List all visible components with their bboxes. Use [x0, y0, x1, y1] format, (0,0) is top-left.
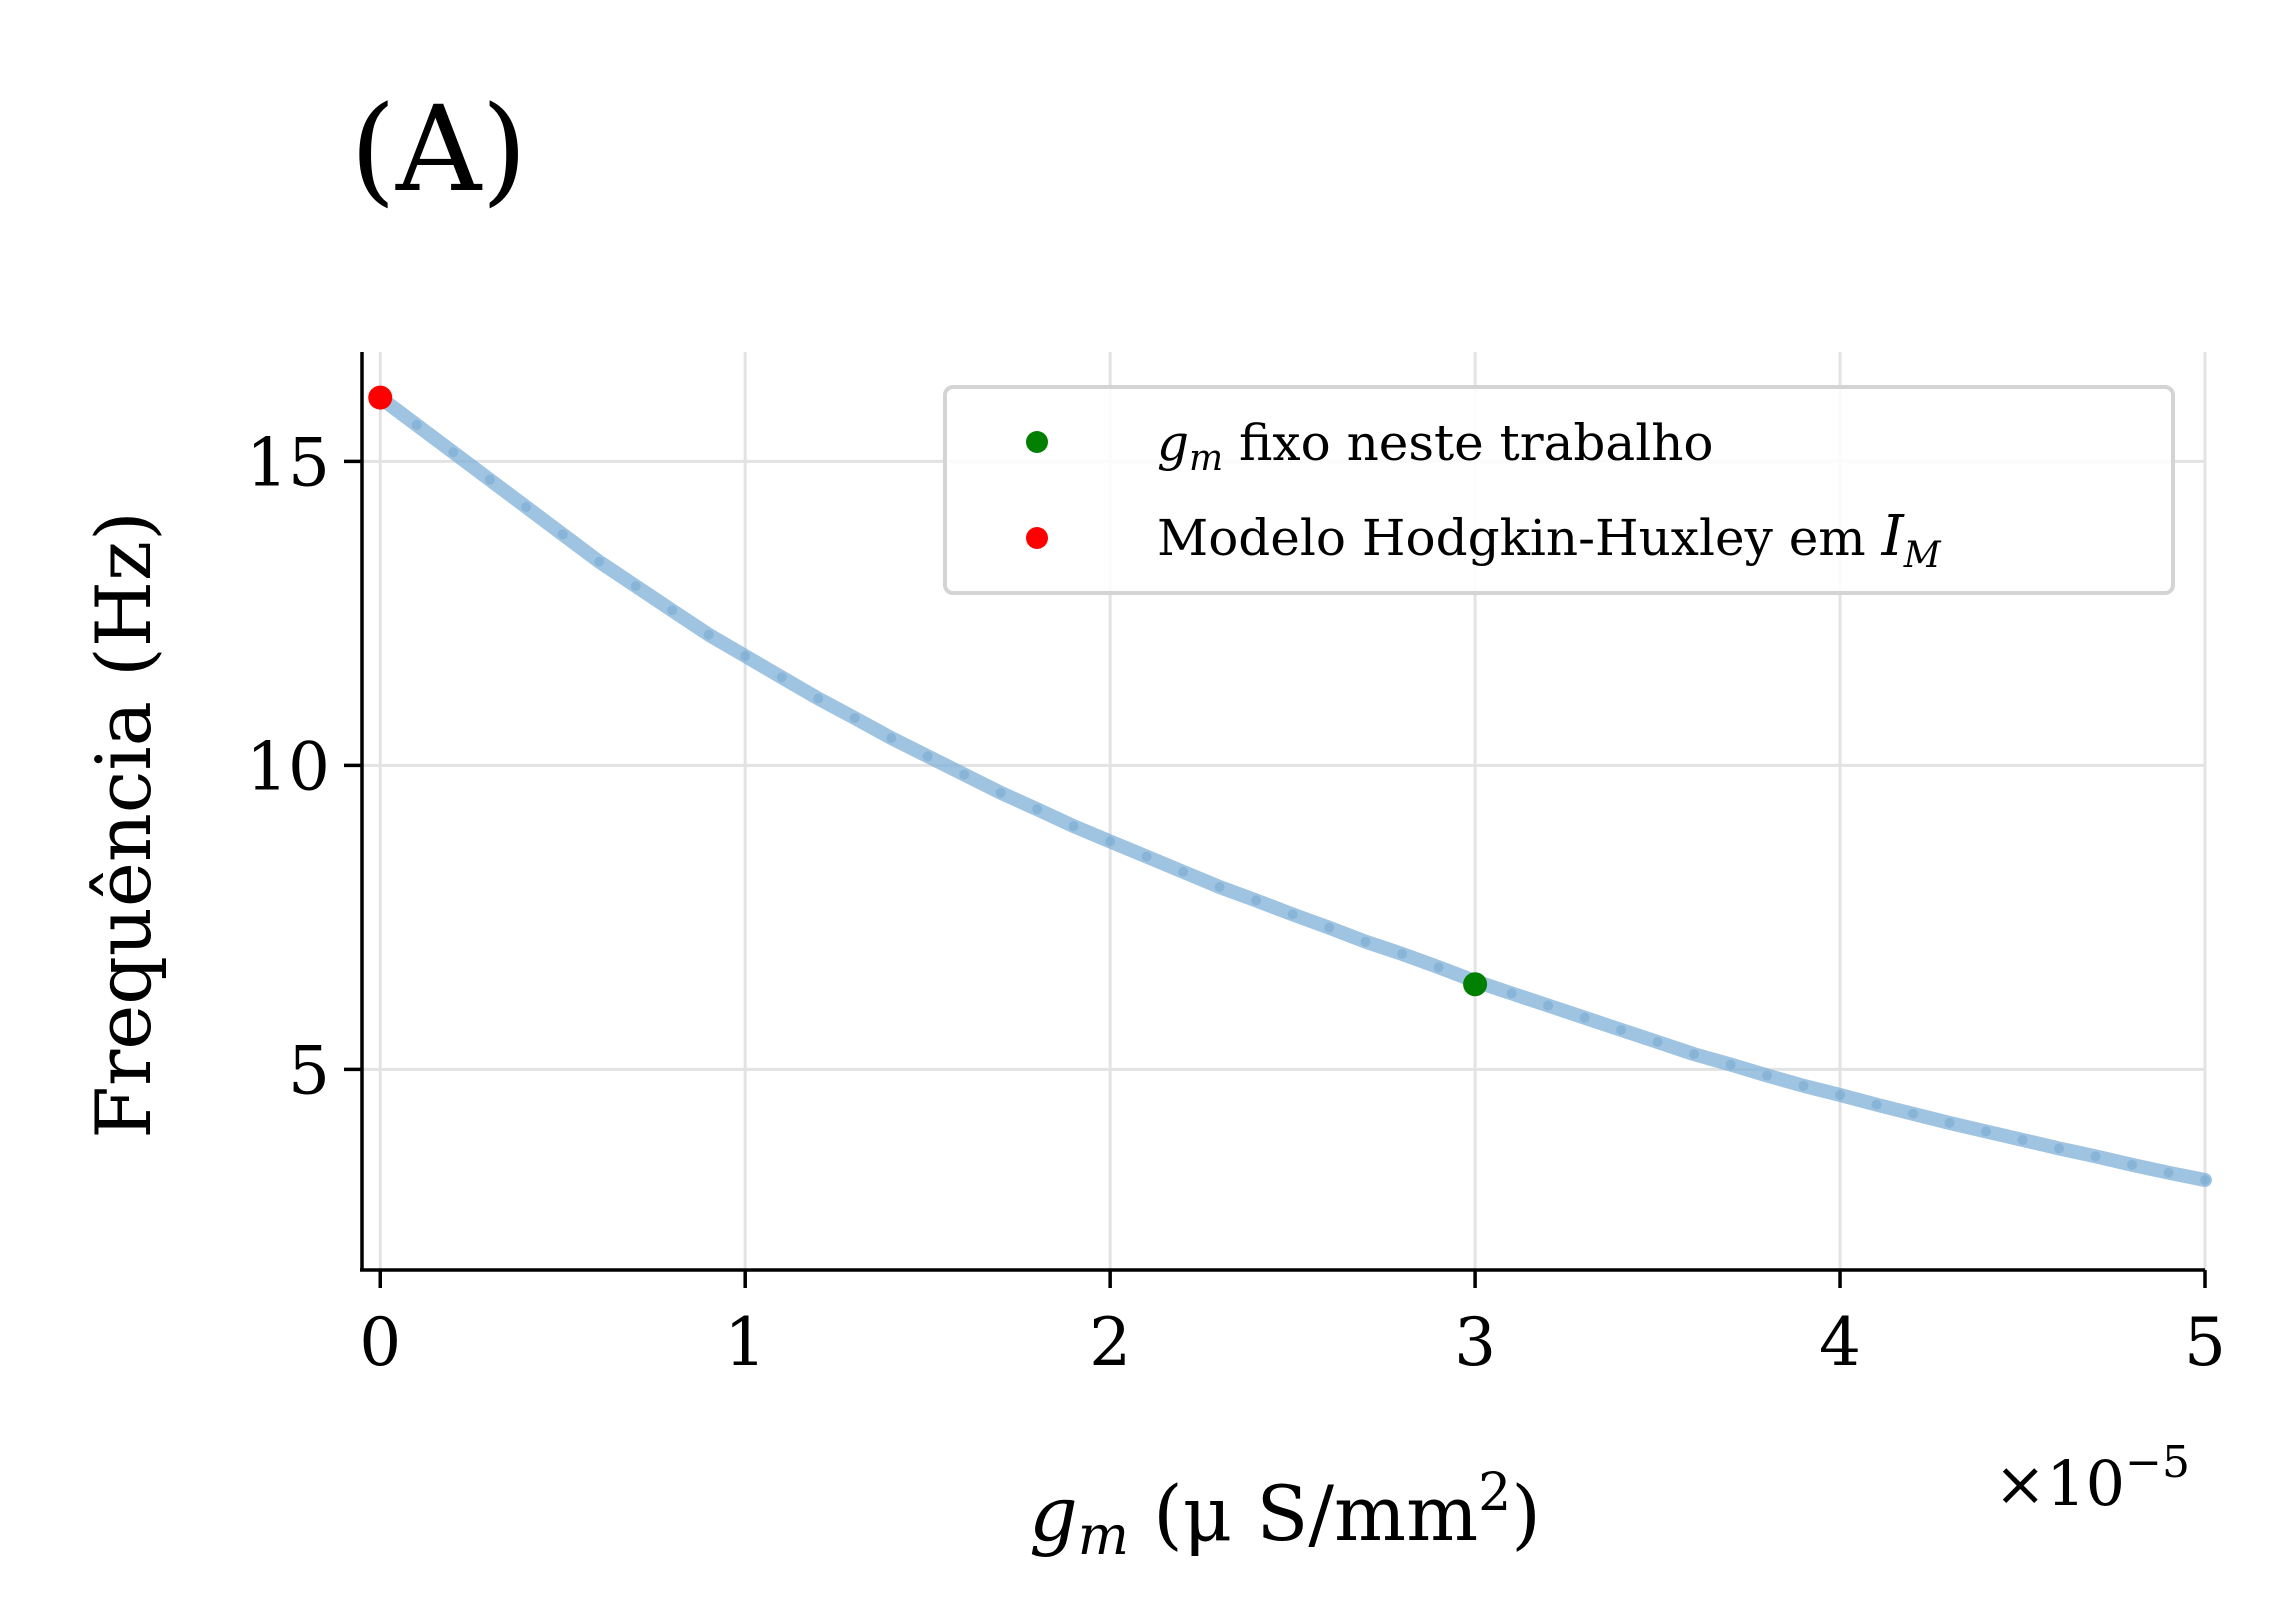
curve-point: [740, 650, 751, 661]
legend: gm fixo neste trabalho Modelo Hodgkin-Hu…: [943, 385, 2175, 595]
x-tick-label: 2: [1089, 1304, 1131, 1381]
y-axis-label: Frequência (Hz): [79, 511, 168, 1139]
curve-point: [1689, 1049, 1700, 1060]
curve-point: [2017, 1134, 2028, 1145]
curve-point: [1762, 1070, 1773, 1081]
legend-marker-hh-model: [1026, 527, 1048, 549]
x-tick-label: 5: [2184, 1304, 2226, 1381]
curve-point: [922, 751, 933, 762]
x-tick-label: 1: [724, 1304, 766, 1381]
curve-point: [1397, 948, 1408, 959]
curve-point: [1032, 804, 1043, 815]
curve-point: [776, 672, 787, 683]
curve-point: [1798, 1080, 1809, 1091]
x-tick-label: 4: [1819, 1304, 1861, 1381]
curve-point: [1214, 881, 1225, 892]
curve-point: [484, 474, 495, 485]
curve-point: [1324, 922, 1335, 933]
curve-point: [1287, 909, 1298, 920]
curve-point: [1543, 1000, 1554, 1011]
y-tick-label: 10: [246, 728, 330, 805]
curve-point: [2090, 1151, 2101, 1162]
curve-point: [995, 787, 1006, 798]
curve-point: [849, 712, 860, 723]
x-tick-label: 3: [1454, 1304, 1496, 1381]
curve-point: [1725, 1059, 1736, 1070]
legend-label-hh-model: Modelo Hodgkin-Huxley em IM: [1157, 504, 1942, 576]
curve-point: [1835, 1089, 1846, 1100]
curve-point: [886, 733, 897, 744]
curve-point: [1871, 1099, 1882, 1110]
x-axis-label: gm (μ S/mm2): [1029, 1463, 1541, 1567]
curve-point: [448, 447, 459, 458]
data-points-layer: [368, 385, 1488, 997]
curve-point: [1141, 851, 1152, 862]
curve-point: [1178, 866, 1189, 877]
curve-point: [1981, 1126, 1992, 1137]
curve-point: [1068, 821, 1079, 832]
y-tick-label: 15: [246, 424, 330, 501]
curve-point: [630, 581, 641, 592]
x-offset-text: ×10−5: [1994, 1437, 2190, 1520]
curve-point: [594, 556, 605, 567]
highlight-point-0: [1463, 972, 1488, 997]
curve-point: [411, 419, 422, 430]
data-curve-0: [373, 390, 2212, 1187]
x-ticks: 0 1 2 3 4 5: [359, 1270, 2226, 1381]
curve-point: [2163, 1167, 2174, 1178]
curve-point: [1360, 936, 1371, 947]
curve-point: [1944, 1117, 1955, 1128]
curve-point: [557, 529, 568, 540]
legend-box: [943, 385, 2175, 595]
curve-point: [959, 769, 970, 780]
curve-point: [1251, 895, 1262, 906]
curve-point: [1579, 1012, 1590, 1023]
curve-point: [1506, 988, 1517, 999]
y-ticks: 5 10 15: [246, 424, 362, 1109]
curve-point: [1908, 1108, 1919, 1119]
curve-point: [2200, 1175, 2210, 1186]
curve-point: [2054, 1143, 2065, 1154]
highlight-point-1: [368, 385, 393, 410]
legend-label-gm-fixed: gm fixo neste trabalho: [1157, 414, 1714, 479]
curve-point: [667, 605, 678, 616]
curve-point: [1616, 1024, 1627, 1035]
curve-point: [703, 629, 714, 640]
curve-point: [813, 693, 824, 704]
legend-marker-gm-fixed: [1026, 431, 1048, 453]
curve-point: [1433, 962, 1444, 973]
curve-point: [521, 502, 532, 513]
curve-point: [2127, 1159, 2138, 1170]
curve-point: [1652, 1037, 1663, 1048]
y-tick-label: 5: [288, 1032, 330, 1109]
panel-label: (A): [350, 80, 527, 218]
x-tick-label: 0: [359, 1304, 401, 1381]
curve-point: [1105, 836, 1116, 847]
